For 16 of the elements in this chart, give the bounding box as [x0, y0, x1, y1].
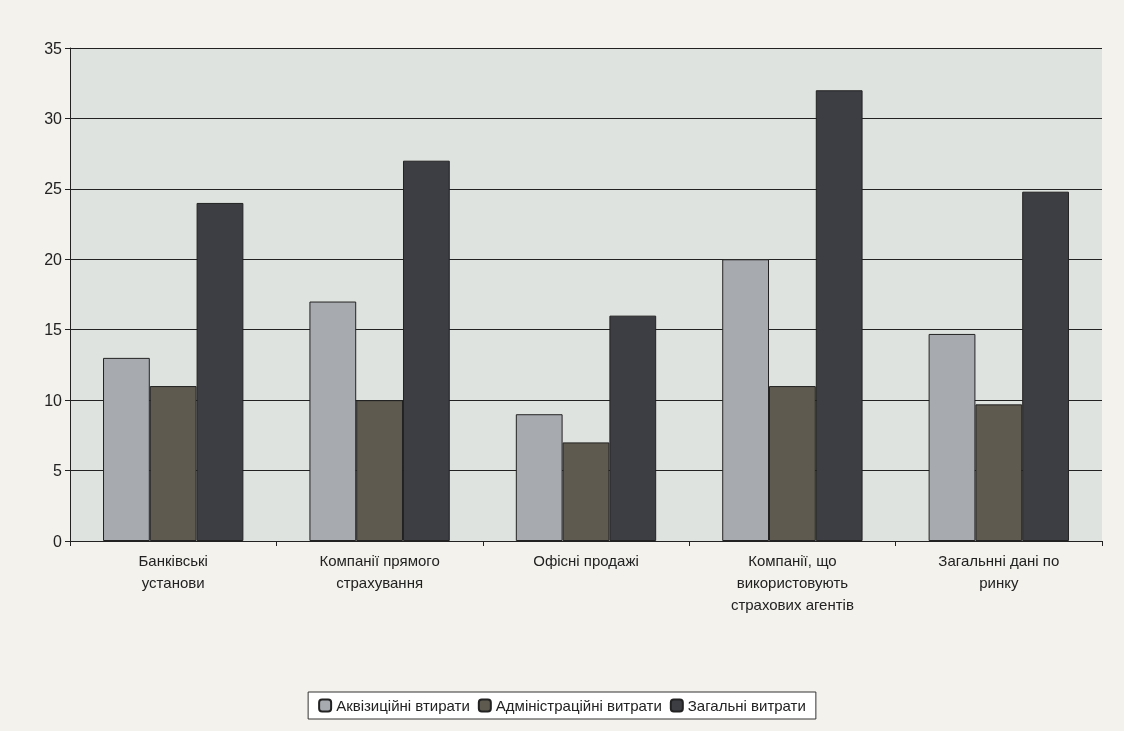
x-tick-label: Компанії прямого страхування [319, 551, 440, 591]
y-tick-label: 20 [44, 250, 63, 268]
x-tick-label: Компанії, що використовують страхових агентів [730, 551, 854, 613]
y-tick-label: 35 [44, 39, 63, 57]
y-tick-label: 10 [44, 391, 63, 409]
y-tick-label: 15 [44, 321, 63, 339]
legend-label: Загальні витрати [687, 697, 806, 714]
legend-label: Адміністраційні витрати [495, 697, 662, 714]
x-tick-label: Банківські установи [138, 551, 208, 591]
y-tick-label: 5 [53, 462, 63, 480]
y-tick-label: 30 [44, 109, 63, 127]
x-tick-label: Офісні продажі [533, 551, 639, 569]
y-tick-label: 0 [53, 532, 63, 550]
x-tick-label: Загальнні дані по ринку [938, 551, 1060, 591]
y-tick-label: 25 [44, 180, 63, 198]
legend-label: Аквізиційні втирати [336, 697, 470, 714]
